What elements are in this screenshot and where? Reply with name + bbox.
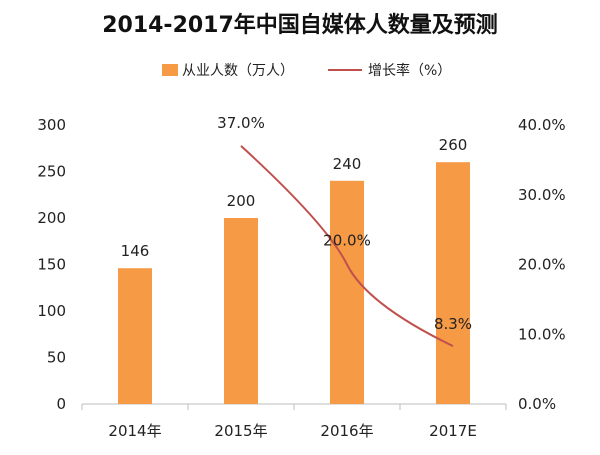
y2-tick-label: 20.0%	[518, 256, 566, 274]
line-value-label: 8.3%	[434, 315, 472, 333]
line-value-label: 20.0%	[323, 232, 371, 250]
y2-tick-label: 10.0%	[518, 325, 566, 343]
bar-series	[118, 162, 470, 404]
bar	[224, 218, 258, 404]
growth-rate-line	[240, 145, 454, 348]
bar	[436, 162, 470, 404]
bar	[330, 180, 364, 404]
y-tick-label: 250	[37, 163, 66, 181]
y-axis-left: 0 50 100 150 200 250 300	[37, 116, 66, 413]
y-tick-label: 0	[56, 395, 66, 413]
bar-value-label: 146	[121, 242, 150, 260]
legend-label-line: 增长率（%）	[368, 62, 451, 79]
y-tick-label: 100	[37, 302, 66, 320]
legend-swatch-bar	[162, 64, 178, 76]
line-value-label: 37.0%	[217, 114, 265, 132]
x-tick-label: 2014年	[108, 422, 161, 440]
y-tick-label: 150	[37, 256, 66, 274]
y2-tick-label: 30.0%	[518, 186, 566, 204]
data-labels: 146 200 240 260 37.0% 20.0% 8.3%	[121, 114, 472, 333]
x-tick-label: 2017E	[429, 422, 477, 440]
y-tick-label: 300	[37, 116, 66, 134]
legend: 从业人数（万人） 增长率（%）	[162, 62, 451, 79]
x-axis: 2014年 2015年 2016年 2017E	[81, 404, 507, 440]
y2-tick-label: 40.0%	[518, 116, 566, 134]
chart-title: 2014-2017年中国自媒体人数量及预测	[102, 12, 498, 38]
line-series	[240, 145, 454, 348]
bar-value-label: 260	[439, 136, 468, 154]
bar	[118, 268, 152, 404]
y-tick-label: 200	[37, 209, 66, 227]
x-tick-label: 2015年	[214, 422, 267, 440]
bar-value-label: 200	[227, 192, 256, 210]
y-axis-right: 0.0% 10.0% 20.0% 30.0% 40.0%	[518, 116, 566, 413]
x-tick-label: 2016年	[320, 422, 373, 440]
y-tick-label: 50	[47, 349, 66, 367]
bar-value-label: 240	[333, 155, 362, 173]
y2-tick-label: 0.0%	[518, 395, 556, 413]
legend-label-bar: 从业人数（万人）	[182, 63, 294, 79]
